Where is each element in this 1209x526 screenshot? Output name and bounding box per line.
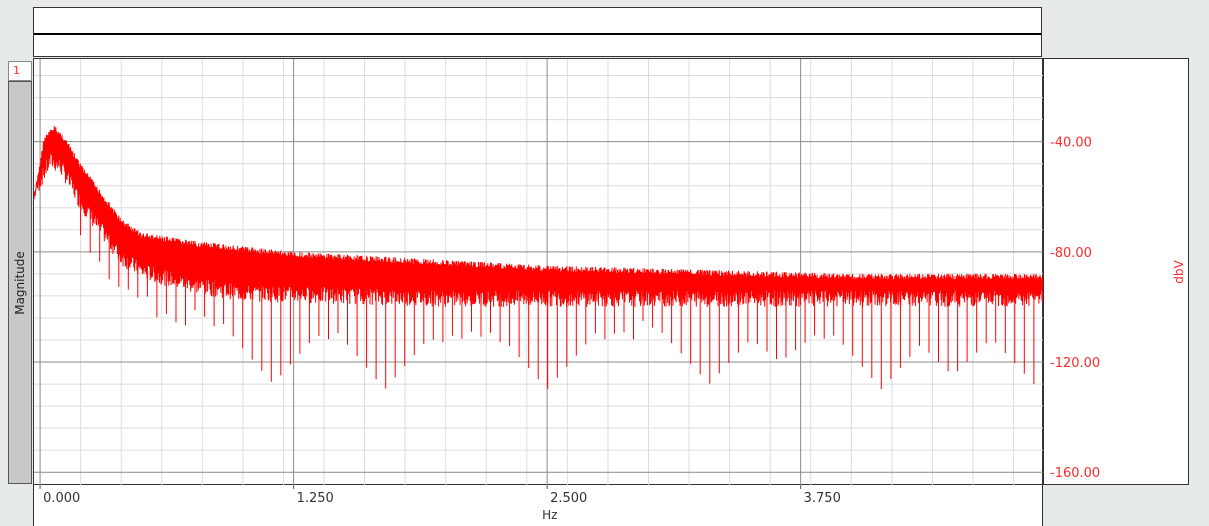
x-axis: 0.000 1.250 2.500 3.750 Hz xyxy=(39,485,841,522)
y-tick-label: -40.00 xyxy=(1050,136,1092,151)
series-layer xyxy=(34,125,1044,390)
x-axis-panel: 0.000 1.250 2.500 3.750 Hz xyxy=(33,485,1043,526)
major-grid xyxy=(34,59,1044,486)
top-panel-divider xyxy=(34,33,1041,35)
y-tick-label: -120.00 xyxy=(1050,356,1100,371)
top-panel xyxy=(33,7,1042,57)
y-axis-label-dbv: dbV xyxy=(1172,259,1186,284)
plot-area[interactable] xyxy=(33,58,1044,486)
series-notches xyxy=(80,163,1044,390)
channel-number-tag[interactable]: 1 xyxy=(8,61,32,81)
x-axis-label: Hz xyxy=(542,508,557,522)
x-tick-label: 0.000 xyxy=(43,491,80,506)
x-tick-label: 3.750 xyxy=(804,491,841,506)
series-trace xyxy=(34,125,1044,307)
x-tick-label: 1.250 xyxy=(297,491,334,506)
left-axis-strip: Magnitude xyxy=(8,81,32,484)
right-axis-panel: -40.00 -80.00 -120.00 -160.00 dbV xyxy=(1043,58,1189,485)
y-axis: -40.00 -80.00 -120.00 -160.00 xyxy=(1050,136,1100,482)
spectrum-plot[interactable] xyxy=(34,59,1044,486)
x-tick-label: 2.500 xyxy=(550,491,587,506)
y-tick-label: -80.00 xyxy=(1050,246,1092,261)
y-tick-label: -160.00 xyxy=(1050,466,1100,481)
y-axis-label-magnitude: Magnitude xyxy=(13,250,27,315)
